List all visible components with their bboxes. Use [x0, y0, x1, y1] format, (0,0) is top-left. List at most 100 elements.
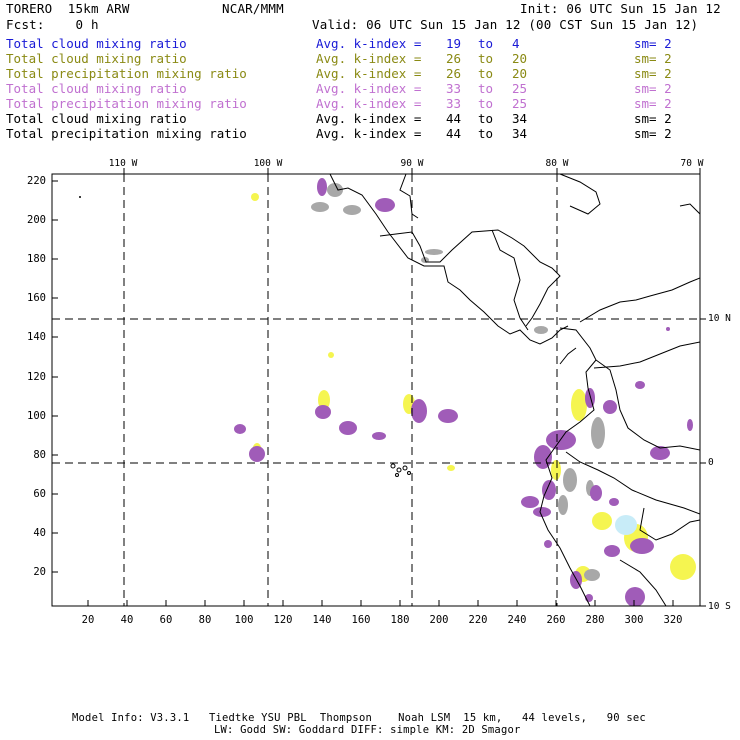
legend-to: 4: [512, 36, 520, 51]
legend-label: Total cloud mixing ratio: [6, 51, 187, 66]
legend-label: Total precipitation mixing ratio: [6, 126, 247, 141]
legend-to: 25: [512, 81, 528, 96]
model-title: TORERO 15km ARW: [6, 1, 130, 16]
map-frame: [51, 173, 701, 607]
lon-label: 80 W: [545, 158, 569, 169]
cloud-purple-areas: [234, 178, 693, 606]
x-tick-label: 40: [120, 614, 134, 626]
legend-row: Total cloud mixing ratio Avg. k-index = …: [6, 51, 736, 66]
forecast-hour: Fcst: 0 h: [6, 17, 99, 32]
legend-avg: Avg. k-index =: [316, 36, 422, 51]
y-tick-label: 200: [27, 214, 46, 226]
organization: NCAR/MMM: [222, 1, 284, 16]
y-tick-label: 120: [27, 371, 46, 383]
legend-sm: sm= 2: [634, 66, 672, 81]
lon-label: 110 W: [108, 158, 138, 169]
y-tick-label: 60: [33, 488, 46, 500]
x-tick-label: 280: [585, 614, 605, 626]
legend-to: 34: [512, 111, 528, 126]
legend-from: 26: [446, 66, 462, 81]
lon-label: 100 W: [253, 158, 283, 169]
lat-ticks: [700, 318, 706, 607]
legend-label: Total cloud mixing ratio: [6, 111, 187, 126]
model-info-line2: LW: Godd SW: Goddard DIFF: simple KM: 2D…: [214, 724, 521, 736]
legend-label: Total cloud mixing ratio: [6, 81, 187, 96]
y-tick-label: 140: [27, 331, 46, 343]
x-tick-label: 160: [351, 614, 371, 626]
lon-label: 90 W: [400, 158, 424, 169]
legend-from: 26: [446, 51, 462, 66]
legend-to: 34: [512, 126, 528, 141]
x-tick-label: 180: [390, 614, 410, 626]
legend-label: Total precipitation mixing ratio: [6, 66, 247, 81]
legend-to: 20: [512, 66, 528, 81]
cloud-gray-areas: [311, 183, 605, 581]
x-tick-label: 260: [546, 614, 566, 626]
x-tick-label: 240: [507, 614, 527, 626]
y-axis-ticks: [52, 180, 58, 573]
graticule: [52, 174, 700, 606]
coastlines: [329, 174, 700, 606]
galapagos-islands: [390, 463, 411, 477]
legend-row: Total precipitation mixing ratio Avg. k-…: [6, 126, 736, 141]
legend-to-word: to: [478, 66, 494, 81]
legend-row: Total cloud mixing ratio Avg. k-index = …: [6, 81, 736, 96]
legend-sm: sm= 2: [634, 36, 672, 51]
legend-avg: Avg. k-index =: [316, 51, 422, 66]
x-tick-label: 100: [234, 614, 254, 626]
y-tick-label: 80: [33, 449, 46, 461]
light-blue-area: [615, 515, 637, 535]
legend-to-word: to: [478, 51, 494, 66]
legend-from: 19: [446, 36, 462, 51]
legend-to-word: to: [478, 36, 494, 51]
legend-sm: sm= 2: [634, 111, 672, 126]
legend-to-word: to: [478, 126, 494, 141]
y-tick-label: 100: [27, 410, 46, 422]
y-tick-label: 20: [33, 566, 46, 578]
legend-row: Total precipitation mixing ratio Avg. k-…: [6, 96, 736, 111]
lon-label: 70 W: [680, 158, 704, 169]
legend-avg: Avg. k-index =: [316, 96, 422, 111]
legend-from: 33: [446, 81, 462, 96]
x-tick-label: 60: [159, 614, 173, 626]
legend-avg: Avg. k-index =: [316, 81, 422, 96]
legend-from: 44: [446, 111, 462, 126]
legend-avg: Avg. k-index =: [316, 126, 422, 141]
y-tick-label: 40: [33, 527, 46, 539]
lat-label: 0: [708, 457, 714, 468]
x-tick-label: 320: [663, 614, 683, 626]
init-time: Init: 06 UTC Sun 15 Jan 12: [520, 1, 721, 16]
legend-avg: Avg. k-index =: [316, 111, 422, 126]
legend-from: 33: [446, 96, 462, 111]
legend-label: Total cloud mixing ratio: [6, 36, 187, 51]
x-axis-ticks: [87, 600, 674, 606]
legend-label: Total precipitation mixing ratio: [6, 96, 247, 111]
model-info-line1: Model Info: V3.3.1 Tiedtke YSU PBL Thomp…: [72, 712, 646, 724]
legend-row: Total precipitation mixing ratio Avg. k-…: [6, 66, 736, 81]
x-tick-label: 120: [273, 614, 293, 626]
legend-sm: sm= 2: [634, 96, 672, 111]
legend-to-word: to: [478, 96, 494, 111]
y-tick-label: 160: [27, 292, 46, 304]
legend-from: 44: [446, 126, 462, 141]
lat-label: 10 S: [708, 601, 731, 612]
valid-time: Valid: 06 UTC Sun 15 Jan 12 (00 CST Sun …: [312, 17, 699, 32]
x-tick-label: 200: [429, 614, 449, 626]
lat-label: 10 N: [708, 313, 731, 324]
legend-sm: sm= 2: [634, 126, 672, 141]
legend-to-word: to: [478, 111, 494, 126]
legend-sm: sm= 2: [634, 51, 672, 66]
lon-ticks: [123, 168, 701, 174]
y-tick-label: 180: [27, 253, 46, 265]
legend-sm: sm= 2: [634, 81, 672, 96]
x-tick-label: 80: [198, 614, 212, 626]
legend-row: Total cloud mixing ratio Avg. k-index = …: [6, 111, 736, 126]
y-tick-label: 220: [27, 175, 46, 187]
x-tick-label: 220: [468, 614, 488, 626]
legend-avg: Avg. k-index =: [316, 66, 422, 81]
x-tick-label: 20: [81, 614, 95, 626]
x-tick-label: 300: [624, 614, 644, 626]
legend-to: 20: [512, 51, 528, 66]
x-tick-label: 140: [312, 614, 332, 626]
